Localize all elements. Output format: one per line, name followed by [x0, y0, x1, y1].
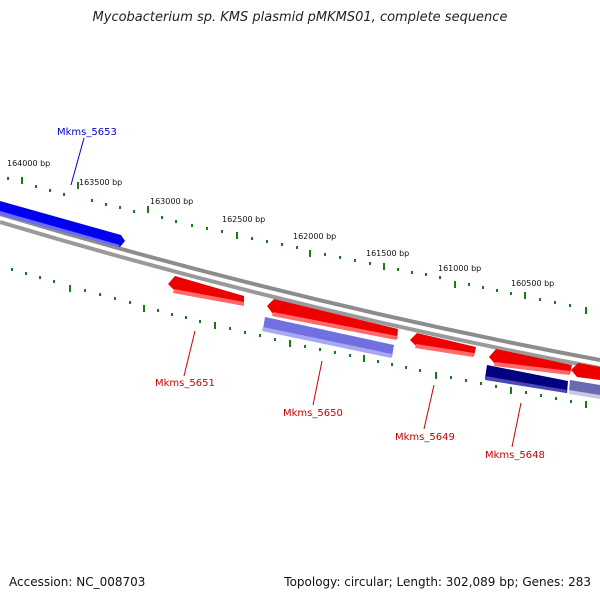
- gene-mkms-5649[interactable]: [410, 333, 476, 357]
- gene-label-mkms-5648[interactable]: Mkms_5648: [485, 450, 545, 461]
- gene-mkms-5650[interactable]: [267, 299, 398, 340]
- leader-line-mkms-5650: [312, 360, 323, 406]
- gene-label-mkms-5649[interactable]: Mkms_5649: [395, 432, 455, 443]
- ruler-label-163000: 163000 bp: [150, 197, 193, 206]
- leader-line-mkms-5653: [70, 137, 85, 186]
- gene-mkms-5650-cds[interactable]: [262, 317, 394, 358]
- gene-mkms-5648-cds[interactable]: [485, 365, 568, 393]
- gene-mkms-5651[interactable]: [168, 276, 244, 306]
- summary-text: Topology: circular; Length: 302,089 bp; …: [284, 575, 591, 589]
- accession-text: Accession: NC_008703: [9, 575, 146, 589]
- ruler-label-162000: 162000 bp: [293, 232, 336, 241]
- gene-next-edge[interactable]: [569, 363, 600, 399]
- gene-label-mkms-5653[interactable]: Mkms_5653: [57, 127, 117, 138]
- backbone-outer: [0, 212, 600, 362]
- ruler-ticks-upper: [7, 177, 587, 314]
- gene-label-mkms-5650[interactable]: Mkms_5650: [283, 408, 343, 419]
- ruler-label-161500: 161500 bp: [366, 249, 409, 258]
- ruler-label-164000: 164000 bp: [7, 159, 50, 168]
- ruler-label-162500: 162500 bp: [222, 215, 265, 224]
- leader-line-mkms-5651: [183, 330, 196, 377]
- backbone-inner: [0, 220, 600, 370]
- ruler-label-160500: 160500 bp: [511, 279, 554, 288]
- gene-mkms-5648[interactable]: [489, 349, 572, 375]
- leader-line-mkms-5649: [423, 384, 435, 430]
- ruler-ticks-lower: [11, 268, 587, 408]
- ruler-label-163500: 163500 bp: [79, 178, 122, 187]
- gene-mkms-5653[interactable]: [0, 201, 125, 247]
- page-title: Mycobacterium sp. KMS plasmid pMKMS01, c…: [92, 10, 508, 25]
- gene-label-mkms-5651[interactable]: Mkms_5651: [155, 378, 215, 389]
- ruler-label-161000: 161000 bp: [438, 264, 481, 273]
- leader-line-mkms-5648: [511, 402, 522, 448]
